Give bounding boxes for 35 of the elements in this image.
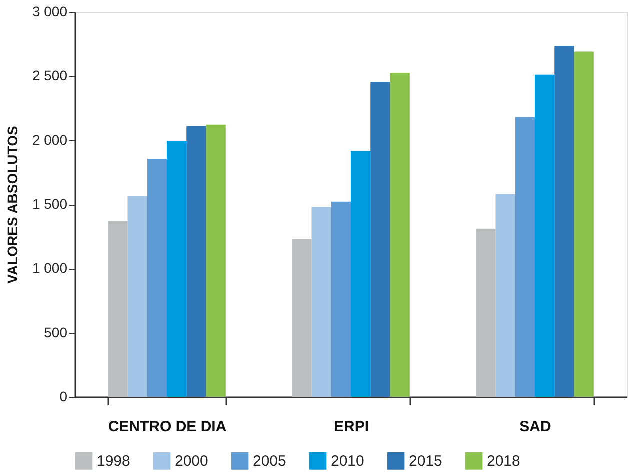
bar — [206, 124, 226, 397]
x-tick-label: CENTRO DE DIA — [108, 418, 227, 436]
bar — [370, 82, 390, 397]
legend-label: 2018 — [487, 453, 520, 470]
y-axis-title: VALORES ABSOLUTOS — [4, 126, 20, 284]
bar — [108, 221, 128, 397]
bar — [128, 196, 148, 397]
y-tick-label: 1 500 — [32, 196, 68, 212]
bar — [186, 126, 206, 397]
bar — [476, 228, 496, 397]
legend-label: 2010 — [331, 453, 364, 470]
y-tick-label: 500 — [44, 324, 68, 340]
y-tick-label: 1 000 — [32, 260, 68, 276]
x-tick-label: SAD — [520, 418, 552, 436]
bar — [554, 46, 574, 397]
y-tick-label: 0 — [60, 388, 68, 404]
bar — [167, 140, 187, 397]
bar — [147, 158, 167, 397]
x-tick-label: ERPI — [334, 418, 370, 436]
y-tick-label: 2 000 — [32, 132, 68, 148]
bar — [331, 202, 351, 397]
bar — [292, 239, 312, 397]
bar — [496, 194, 516, 397]
legend-label: 2015 — [409, 453, 442, 470]
bar — [515, 117, 535, 397]
y-tick-label: 3 000 — [32, 4, 68, 20]
y-tick-label: 2 500 — [32, 68, 68, 84]
bar — [351, 151, 371, 397]
bar — [312, 207, 332, 397]
bar — [574, 52, 594, 397]
legend-label: 2000 — [175, 453, 208, 470]
bar — [535, 74, 555, 397]
legend-label: 2005 — [253, 453, 286, 470]
bar — [390, 72, 410, 397]
legend-label: 1998 — [97, 453, 130, 470]
